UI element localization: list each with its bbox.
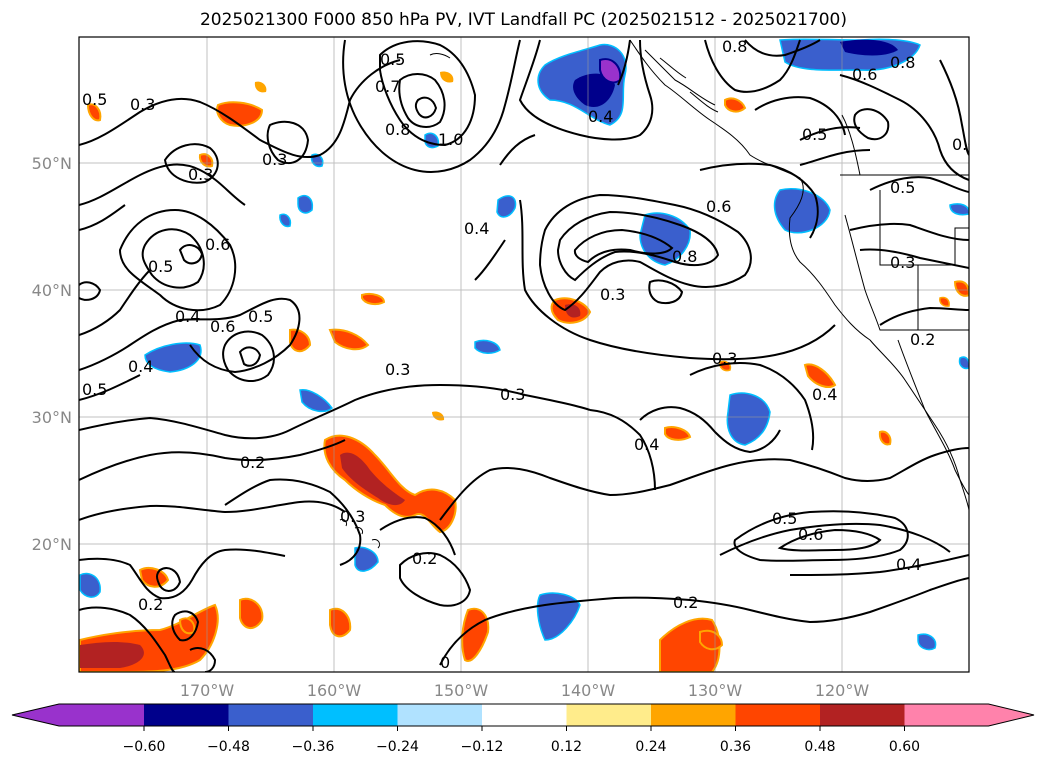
lat-label-20n: 20°N — [32, 535, 72, 554]
colorbar-segment — [904, 704, 989, 726]
colorbar-tick-label: −0.60 — [123, 739, 166, 755]
contour-label: 0.5 — [82, 90, 107, 109]
lon-label-160w: 160°W — [307, 681, 362, 700]
contour-label: 0.6 — [706, 197, 731, 216]
contour-label: 0.6 — [852, 65, 877, 84]
map-panel — [79, 37, 969, 672]
contour-label: 0.5 — [380, 50, 405, 69]
contour-label: 0.3 — [500, 385, 525, 404]
contour-label: 0.7 — [375, 77, 400, 96]
colorbar-segment — [59, 704, 144, 726]
contour-label: 0.3 — [712, 349, 737, 368]
colorbar-tick-label: −0.24 — [376, 739, 419, 755]
contour-label: 0.4 — [464, 219, 489, 238]
lon-label-170w: 170°W — [180, 681, 235, 700]
map-title: 2025021300 F000 850 hPa PV, IVT Landfall… — [199, 10, 847, 30]
latitude-labels: 50°N 40°N 30°N 20°N — [32, 154, 72, 554]
colorbar-tick-label: 0.24 — [635, 739, 666, 755]
colorbar-tick-label: −0.12 — [461, 739, 504, 755]
longitude-labels: 170°W 160°W 150°W 140°W 130°W 120°W — [180, 681, 870, 700]
lon-label-130w: 130°W — [688, 681, 743, 700]
contour-label: 0.2 — [412, 549, 437, 568]
contour-label: 0.6 — [210, 317, 235, 336]
contour-label: 0.5 — [890, 178, 915, 197]
contour-label: 0.8 — [722, 37, 747, 56]
lon-label-150w: 150°W — [434, 681, 489, 700]
contour-label: 0.3 — [600, 285, 625, 304]
contour-label: 0.4 — [175, 307, 200, 326]
lon-label-140w: 140°W — [561, 681, 616, 700]
contour-label: 0.2 — [138, 595, 163, 614]
contour-label: 0.4 — [812, 385, 837, 404]
contour-label: 0.2 — [910, 330, 935, 349]
contour-label: 1.0 — [438, 130, 463, 149]
colorbar-segment — [735, 704, 820, 726]
colorbar-segment — [313, 704, 398, 726]
contour-labels: 0.3 0.3 0.3 0.7 0.8 1.0 0.8 0.6 0.8 0.6 … — [82, 37, 977, 672]
lon-label-120w: 120°W — [815, 681, 870, 700]
colorbar-tick-label: −0.48 — [207, 739, 250, 755]
contour-label: 0.8 — [672, 247, 697, 266]
colorbar-segment — [482, 704, 567, 726]
colorbar-tick-label: 0.60 — [889, 739, 920, 755]
contour-label: 0.3 — [188, 165, 213, 184]
lat-label-40n: 40°N — [32, 281, 72, 300]
contour-label: 0.8 — [890, 53, 915, 72]
contour-label: 0.5 — [148, 257, 173, 276]
contour-label: 0.2 — [673, 593, 698, 612]
contour-label: 0.4 — [128, 357, 153, 376]
contour-label: 0.6 — [798, 525, 823, 544]
contour-label: 0.8 — [385, 120, 410, 139]
contour-label: 0.4 — [588, 107, 613, 126]
colorbar-tick-label: 0.48 — [804, 739, 835, 755]
lat-label-50n: 50°N — [32, 154, 72, 173]
contour-label: 0.3 — [130, 95, 155, 114]
contour-label: 0.3 — [385, 360, 410, 379]
contour-label: 0.3 — [340, 507, 365, 526]
colorbar-extend-low — [12, 704, 59, 726]
colorbar-tick-label: −0.36 — [292, 739, 335, 755]
contour-label: 0.4 — [896, 555, 921, 574]
contour-label: 0.6 — [952, 135, 977, 154]
lat-label-30n: 30°N — [32, 408, 72, 427]
colorbar: −0.60 −0.48 −0.36 −0.24 −0.12 0.12 0.24 … — [11, 703, 1035, 755]
contour-label: 0.5 — [82, 380, 107, 399]
contour-label: 0.2 — [240, 453, 265, 472]
map-frame — [78, 36, 970, 673]
colorbar-segment — [397, 704, 482, 726]
colorbar-segment — [566, 704, 651, 726]
colorbar-segment — [651, 704, 736, 726]
contour-label: 0.5 — [248, 307, 273, 326]
contour-label: 0.5 — [772, 509, 797, 528]
pv-contours — [79, 39, 969, 672]
colorbar-segment — [820, 704, 905, 726]
contour-label: 0.5 — [802, 125, 827, 144]
contour-label: 0.3 — [262, 150, 287, 169]
colorbar-segment — [228, 704, 313, 726]
colorbar-tick-label: 0.12 — [551, 739, 582, 755]
colorbar-extend-high — [988, 704, 1034, 726]
contour-label: 0.6 — [205, 235, 230, 254]
contour-label: 0.4 — [634, 435, 659, 454]
colorbar-segment — [144, 704, 229, 726]
contour-label: 0.3 — [890, 253, 915, 272]
colorbar-tick-label: 0.36 — [720, 739, 751, 755]
contour-label: 0 — [440, 653, 450, 672]
